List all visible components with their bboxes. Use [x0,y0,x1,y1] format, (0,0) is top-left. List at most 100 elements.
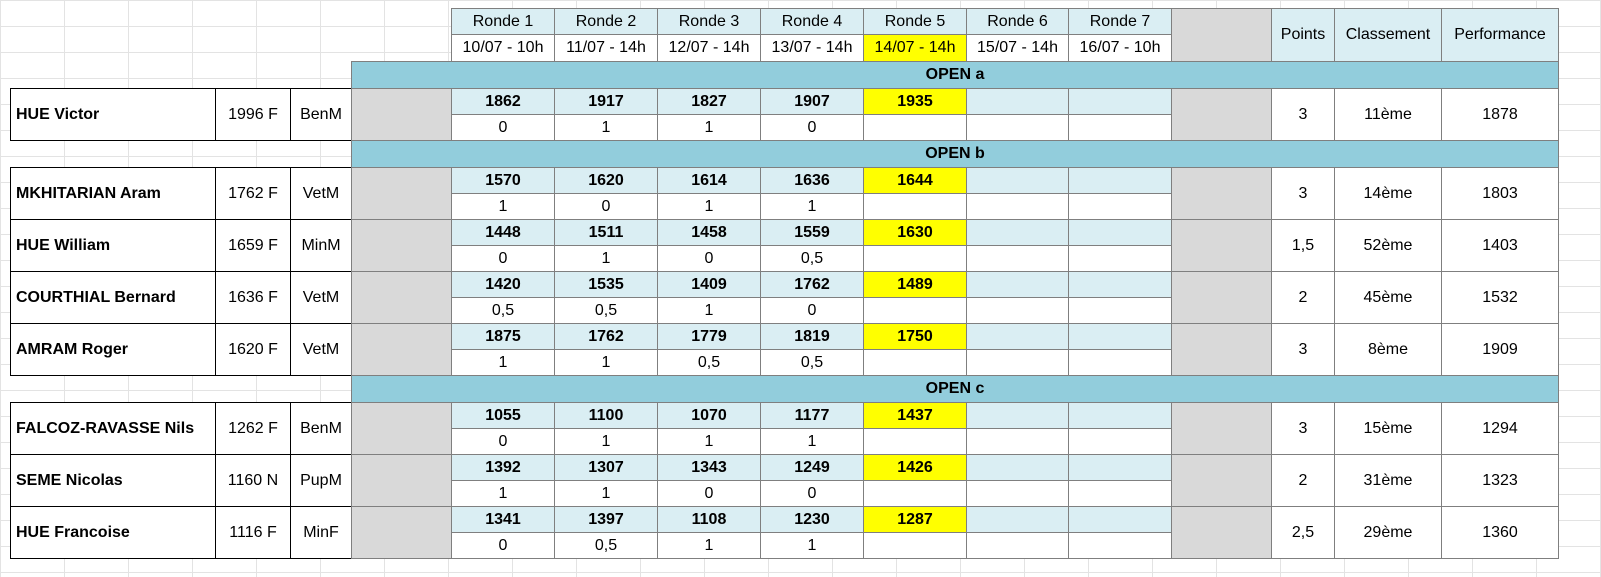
ranking-header: Classement [1334,8,1442,62]
opponent-elo: 1458 [657,219,761,246]
player-name: COURTHIAL Bernard [10,271,216,324]
performance: 1909 [1441,323,1559,376]
points: 3 [1271,88,1335,141]
round-score: 0 [760,297,864,324]
round-name: Ronde 4 [760,8,864,35]
opponent-elo: 1917 [554,88,658,115]
performance: 1403 [1441,219,1559,272]
opponent-elo: 1055 [451,402,555,429]
round-date: 13/07 - 14h [760,34,864,62]
player-name: SEME Nicolas [10,454,216,507]
ranking: 11ème [1334,88,1442,141]
opponent-elo: 1535 [554,271,658,298]
opponent-elo [966,167,1069,194]
round-name: Ronde 6 [966,8,1069,35]
round-score [1068,193,1172,220]
player-elo: 1636 F [215,271,291,324]
opponent-elo: 1426 [863,454,967,481]
round-score: 1 [554,114,658,141]
round-score [863,532,967,559]
opponent-elo [966,219,1069,246]
opponent-elo: 1287 [863,506,967,533]
round-score [863,428,967,455]
round-score [966,245,1069,272]
opponent-elo [1068,402,1172,429]
blank-cell [1171,402,1272,455]
round-score [863,193,967,220]
round-score: 0 [657,480,761,507]
performance: 1532 [1441,271,1559,324]
round-score [863,114,967,141]
round-score [1068,480,1172,507]
round-score [1068,297,1172,324]
round-score: 1 [657,532,761,559]
player-name: AMRAM Roger [10,323,216,376]
opponent-elo [966,271,1069,298]
opponent-elo: 1620 [554,167,658,194]
round-score: 0 [760,480,864,507]
blank-cell [1171,88,1272,141]
round-score: 0 [451,114,555,141]
opponent-elo: 1862 [451,88,555,115]
round-score: 0 [657,245,761,272]
ranking: 8ème [1334,323,1442,376]
round-score [863,349,967,376]
opponent-elo [1068,506,1172,533]
performance: 1803 [1441,167,1559,220]
opponent-elo [966,323,1069,350]
round-score [863,245,967,272]
opponent-elo: 1636 [760,167,864,194]
round-score: 0,5 [554,532,658,559]
opponent-elo: 1750 [863,323,967,350]
player-elo: 1620 F [215,323,291,376]
opponent-elo: 1907 [760,88,864,115]
blank-cell [1171,506,1272,559]
blank-cell [351,402,452,455]
round-date: 16/07 - 10h [1068,34,1172,62]
round-name: Ronde 1 [451,8,555,35]
round-date: 10/07 - 10h [451,34,555,62]
round-score: 1 [657,297,761,324]
blank-cell [1171,8,1272,62]
ranking: 45ème [1334,271,1442,324]
round-score: 0,5 [554,297,658,324]
round-score [1068,245,1172,272]
opponent-elo: 1397 [554,506,658,533]
opponent-elo: 1644 [863,167,967,194]
ranking: 15ème [1334,402,1442,455]
round-score: 1 [451,349,555,376]
round-score: 0 [451,245,555,272]
blank-cell [351,323,452,376]
round-score: 1 [554,428,658,455]
round-score [966,428,1069,455]
player-elo: 1762 F [215,167,291,220]
performance: 1294 [1441,402,1559,455]
opponent-elo: 1420 [451,271,555,298]
opponent-elo [1068,219,1172,246]
round-score: 0,5 [451,297,555,324]
opponent-elo [966,506,1069,533]
opponent-elo: 1559 [760,219,864,246]
round-score: 0 [760,114,864,141]
round-score: 1 [657,114,761,141]
blank-cell [1171,454,1272,507]
opponent-elo: 1177 [760,402,864,429]
player-name: HUE William [10,219,216,272]
round-name: Ronde 5 [863,8,967,35]
opponent-elo: 1448 [451,219,555,246]
round-score [966,480,1069,507]
round-score: 1 [554,349,658,376]
round-score [966,349,1069,376]
player-category: VetM [290,271,352,324]
player-elo: 1262 F [215,402,291,455]
round-name: Ronde 2 [554,8,658,35]
round-name: Ronde 7 [1068,8,1172,35]
performance-header: Performance [1441,8,1559,62]
round-score [966,193,1069,220]
player-elo: 1116 F [215,506,291,559]
round-score: 1 [451,193,555,220]
ranking: 31ème [1334,454,1442,507]
round-score: 1 [760,532,864,559]
round-score: 1 [554,480,658,507]
